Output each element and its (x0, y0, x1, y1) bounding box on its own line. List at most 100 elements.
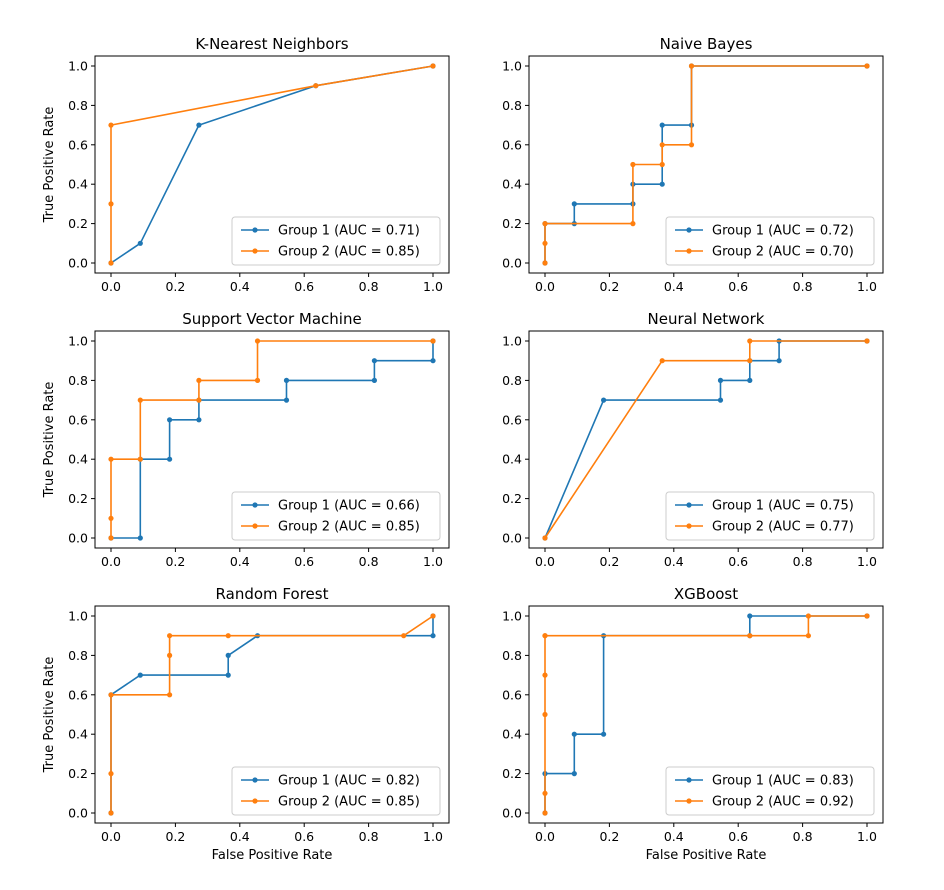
data-point (108, 201, 114, 207)
y-tick-label: 0.0 (502, 531, 522, 546)
data-point (542, 535, 548, 541)
legend-entry: Group 2 (AUC = 0.85) (278, 245, 420, 260)
legend-entry: Group 1 (AUC = 0.72) (712, 224, 854, 239)
data-point (688, 63, 695, 69)
legend-marker (686, 502, 692, 508)
chart-k-nearest-neighbors: K-Nearest Neighbors 0.0 0.2 0.4 0.6 0.8 1.0 0.0… (42, 35, 450, 294)
legend-entry: Group 1 (AUC = 0.71) (278, 224, 420, 239)
data-point (630, 161, 636, 168)
data-point (542, 221, 548, 227)
x-tick-label: 0.2 (599, 829, 619, 844)
chart-naive-bayes: Naive Bayes 0.0 0.2 0.4 0.6 0.8 1.0 0.0 0.2 0.4 0.… (502, 35, 884, 294)
x-tick-label: 0.6 (294, 554, 314, 569)
y-tick-label: 1.0 (502, 609, 522, 624)
y-tick-label: 0.6 (502, 687, 522, 702)
x-tick-label: 0.4 (664, 279, 684, 294)
data-point (542, 260, 548, 266)
legend-marker (252, 248, 258, 254)
x-tick-label: 0.2 (165, 554, 185, 569)
data-point (747, 358, 753, 364)
data-point (167, 692, 173, 698)
data-point (601, 397, 607, 403)
y-tick-label: 0.8 (68, 648, 88, 663)
x-axis-label: False Positive Rate (646, 848, 767, 863)
data-point (401, 633, 407, 639)
data-point (430, 338, 436, 344)
y-tick-label: 1.0 (502, 59, 522, 74)
legend-box (665, 216, 875, 266)
series-group-2 (542, 338, 870, 541)
x-tick-label: 1.0 (423, 279, 443, 294)
data-point (108, 260, 114, 266)
x-tick-label: 0.6 (728, 279, 748, 294)
legend-marker (252, 502, 258, 508)
x-axis-label: False Positive Rate (212, 848, 333, 863)
data-point (717, 377, 724, 383)
y-tick-label: 0.6 (68, 137, 88, 152)
series-group-2 (542, 613, 870, 816)
x-tick-label: 0.0 (101, 279, 121, 294)
x-tick-label: 0.2 (599, 279, 619, 294)
data-point (601, 731, 607, 737)
data-point (167, 652, 173, 659)
data-point (864, 63, 870, 69)
data-point (747, 613, 753, 619)
legend-marker (686, 248, 692, 254)
legend-marker (686, 227, 692, 233)
series-line (110, 340, 433, 538)
legend-entry: Group 2 (AUC = 0.85) (278, 795, 420, 810)
y-tick-label: 0.2 (68, 216, 88, 231)
chart-title: Support Vector Machine (182, 310, 361, 328)
legend: Group 1 (AUC = 0.72) Group 2 (AUC = 0.70) (665, 216, 875, 266)
x-tick-label: 0.2 (165, 829, 185, 844)
y-tick-label: 0.8 (68, 98, 88, 113)
data-point (283, 377, 290, 383)
data-point (137, 672, 143, 678)
y-tick-label: 0.6 (68, 687, 88, 702)
legend: Group 1 (AUC = 0.75) Group 2 (AUC = 0.77) (665, 491, 875, 541)
data-point (196, 377, 202, 383)
x-tick-label: 0.8 (793, 829, 813, 844)
data-point (747, 338, 753, 344)
x-tick-label: 0.6 (728, 829, 748, 844)
data-point (659, 358, 665, 364)
data-point (805, 613, 811, 619)
x-tick-label: 0.0 (535, 554, 555, 569)
legend-entry: Group 1 (AUC = 0.82) (278, 774, 420, 789)
chart-title: K-Nearest Neighbors (195, 35, 348, 53)
x-tick-label: 0.6 (294, 829, 314, 844)
data-point (659, 181, 665, 187)
data-point (630, 221, 636, 227)
plot-frame (528, 605, 884, 824)
x-tick-label: 1.0 (857, 829, 877, 844)
series-group-2 (108, 338, 436, 541)
data-point (167, 456, 173, 462)
x-tick-label: 0.8 (793, 279, 813, 294)
data-point (430, 633, 436, 639)
legend: Group 1 (AUC = 0.82) Group 2 (AUC = 0.85) (231, 766, 441, 816)
y-tick-label: 0.8 (502, 98, 522, 113)
data-point (659, 122, 665, 128)
x-tick-label: 0.4 (230, 554, 250, 569)
chart-xgboost: XGBoost 0.0 0.2 0.4 0.6 0.8 1.0 0.0 0.2 0.4 0.6 0.8… (502, 585, 884, 863)
data-point (108, 771, 114, 777)
legend-entry: Group 1 (AUC = 0.83) (712, 774, 854, 789)
legend-entry: Group 1 (AUC = 0.66) (278, 499, 420, 514)
x-tick-label: 1.0 (857, 279, 877, 294)
y-tick-label: 0.0 (502, 806, 522, 821)
y-tick-label: 0.6 (68, 412, 88, 427)
data-point (108, 122, 114, 128)
legend-box (231, 216, 441, 266)
x-tick-label: 0.0 (535, 829, 555, 844)
data-point (137, 397, 143, 403)
series-group-2 (108, 63, 436, 266)
legend-marker (686, 798, 692, 804)
data-point (371, 377, 377, 383)
legend-marker (686, 523, 692, 529)
y-tick-label: 1.0 (68, 59, 88, 74)
data-point (542, 810, 548, 816)
chart-title: Naive Bayes (660, 35, 753, 53)
data-point (542, 633, 548, 639)
legend-entry: Group 2 (AUC = 0.92) (712, 795, 854, 810)
